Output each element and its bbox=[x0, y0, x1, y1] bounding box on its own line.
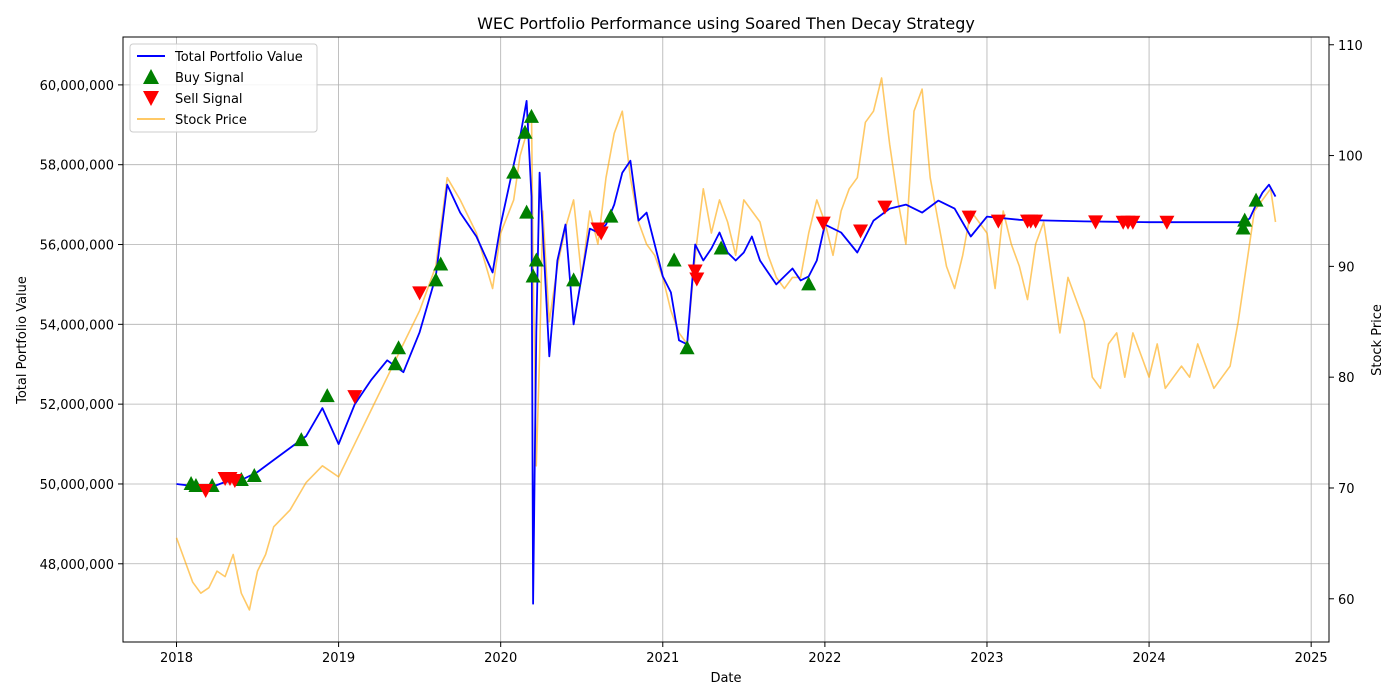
plot-frame bbox=[122, 36, 1330, 643]
legend-frame bbox=[129, 43, 318, 133]
buy-signal-marker bbox=[391, 340, 407, 355]
x-tick-label: 2021 bbox=[646, 651, 679, 666]
legend-portfolio-label: Total Portfolio Value bbox=[174, 50, 303, 65]
buy-signal-marker bbox=[528, 252, 544, 267]
y-tick-label: 50,000,000 bbox=[40, 478, 114, 493]
sell-signal-markers bbox=[198, 200, 1175, 498]
buy-signal-marker bbox=[506, 164, 522, 179]
y-tick-label: 56,000,000 bbox=[40, 239, 114, 254]
legend: Total Portfolio Value Buy Signal Sell Si… bbox=[129, 43, 318, 133]
sell-signal-marker bbox=[961, 210, 977, 225]
buy-signal-marker bbox=[517, 124, 533, 139]
y-axis-ticks: 48,000,000 50,000,000 52,000,000 54,000,000… bbox=[40, 79, 123, 573]
legend-sell-label: Sell Signal bbox=[175, 92, 243, 107]
buy-signal-marker bbox=[666, 252, 682, 267]
x-tick-label: 2019 bbox=[322, 651, 355, 666]
legend-stock-label: Stock Price bbox=[175, 113, 247, 128]
portfolio-value-series bbox=[176, 100, 1277, 605]
buy-signal-marker bbox=[603, 208, 619, 223]
x-tick-label: 2025 bbox=[1295, 651, 1328, 666]
buy-signal-marker bbox=[433, 256, 449, 271]
y-tick-label: 54,000,000 bbox=[40, 318, 114, 333]
y2-tick-label: 60 bbox=[1338, 593, 1355, 608]
y-tick-label: 48,000,000 bbox=[40, 558, 114, 573]
y-tick-label: 58,000,000 bbox=[40, 159, 114, 174]
legend-buy-label: Buy Signal bbox=[175, 71, 244, 86]
grid bbox=[123, 37, 1329, 642]
sell-signal-marker bbox=[1159, 215, 1175, 230]
buy-signal-marker bbox=[293, 432, 309, 447]
legend-buy-marker bbox=[143, 69, 159, 84]
sell-signal-marker bbox=[689, 272, 705, 287]
x-axis-label: Date bbox=[710, 671, 741, 686]
buy-signal-marker bbox=[525, 268, 541, 283]
sell-signal-marker bbox=[815, 216, 831, 231]
buy-signal-marker bbox=[246, 467, 262, 482]
sell-signal-marker bbox=[1125, 215, 1141, 230]
x-axis-ticks: 2018 2019 2020 2021 2022 2023 2024 2025 bbox=[160, 642, 1328, 666]
sell-signal-marker bbox=[412, 286, 428, 301]
x-tick-label: 2024 bbox=[1133, 651, 1166, 666]
stock-price-line bbox=[175, 77, 1277, 611]
sell-signal-marker bbox=[877, 200, 893, 215]
buy-signal-marker bbox=[428, 272, 444, 287]
chart-title: WEC Portfolio Performance using Soared T… bbox=[477, 14, 975, 33]
y2-tick-label: 100 bbox=[1338, 150, 1363, 165]
sell-signal-marker bbox=[1088, 215, 1104, 230]
buy-signal-marker bbox=[188, 477, 204, 492]
y2-tick-label: 90 bbox=[1338, 260, 1355, 275]
y-axis-label: Total Portfolio Value bbox=[15, 276, 30, 405]
stock-price-series bbox=[175, 77, 1277, 611]
sell-signal-marker bbox=[198, 483, 214, 498]
buy-signal-marker bbox=[319, 388, 335, 403]
x-tick-label: 2018 bbox=[160, 651, 193, 666]
sell-signal-marker bbox=[990, 214, 1006, 229]
y-tick-label: 60,000,000 bbox=[40, 79, 114, 94]
sell-signal-marker bbox=[593, 226, 609, 241]
buy-signal-marker bbox=[1237, 212, 1253, 227]
buy-signal-marker bbox=[1248, 192, 1264, 207]
buy-signal-marker bbox=[801, 276, 817, 291]
buy-signal-marker bbox=[519, 204, 535, 219]
x-tick-label: 2020 bbox=[484, 651, 517, 666]
x-tick-label: 2022 bbox=[808, 651, 841, 666]
buy-signal-marker bbox=[713, 240, 729, 255]
x-tick-label: 2023 bbox=[970, 651, 1003, 666]
portfolio-value-line bbox=[176, 100, 1277, 605]
y-tick-label: 52,000,000 bbox=[40, 398, 114, 413]
sell-signal-marker bbox=[227, 473, 243, 488]
sell-signal-marker bbox=[347, 390, 363, 405]
y2-tick-label: 110 bbox=[1338, 39, 1363, 54]
buy-signal-marker bbox=[1235, 220, 1251, 235]
y2-axis-ticks: 60 70 80 90 100 110 bbox=[1329, 39, 1363, 608]
sell-signal-marker bbox=[853, 224, 869, 239]
buy-signal-marker bbox=[523, 108, 539, 123]
buy-signal-marker bbox=[387, 356, 403, 371]
sell-signal-marker bbox=[687, 264, 703, 279]
legend-sell-marker bbox=[143, 91, 159, 106]
buy-signal-marker bbox=[566, 272, 582, 287]
sell-signal-marker bbox=[1028, 214, 1044, 229]
buy-signal-markers bbox=[183, 108, 1264, 492]
y2-axis-label: Stock Price bbox=[1370, 304, 1385, 376]
buy-signal-marker bbox=[679, 340, 695, 355]
y2-tick-label: 80 bbox=[1338, 371, 1355, 386]
y2-tick-label: 70 bbox=[1338, 482, 1355, 497]
